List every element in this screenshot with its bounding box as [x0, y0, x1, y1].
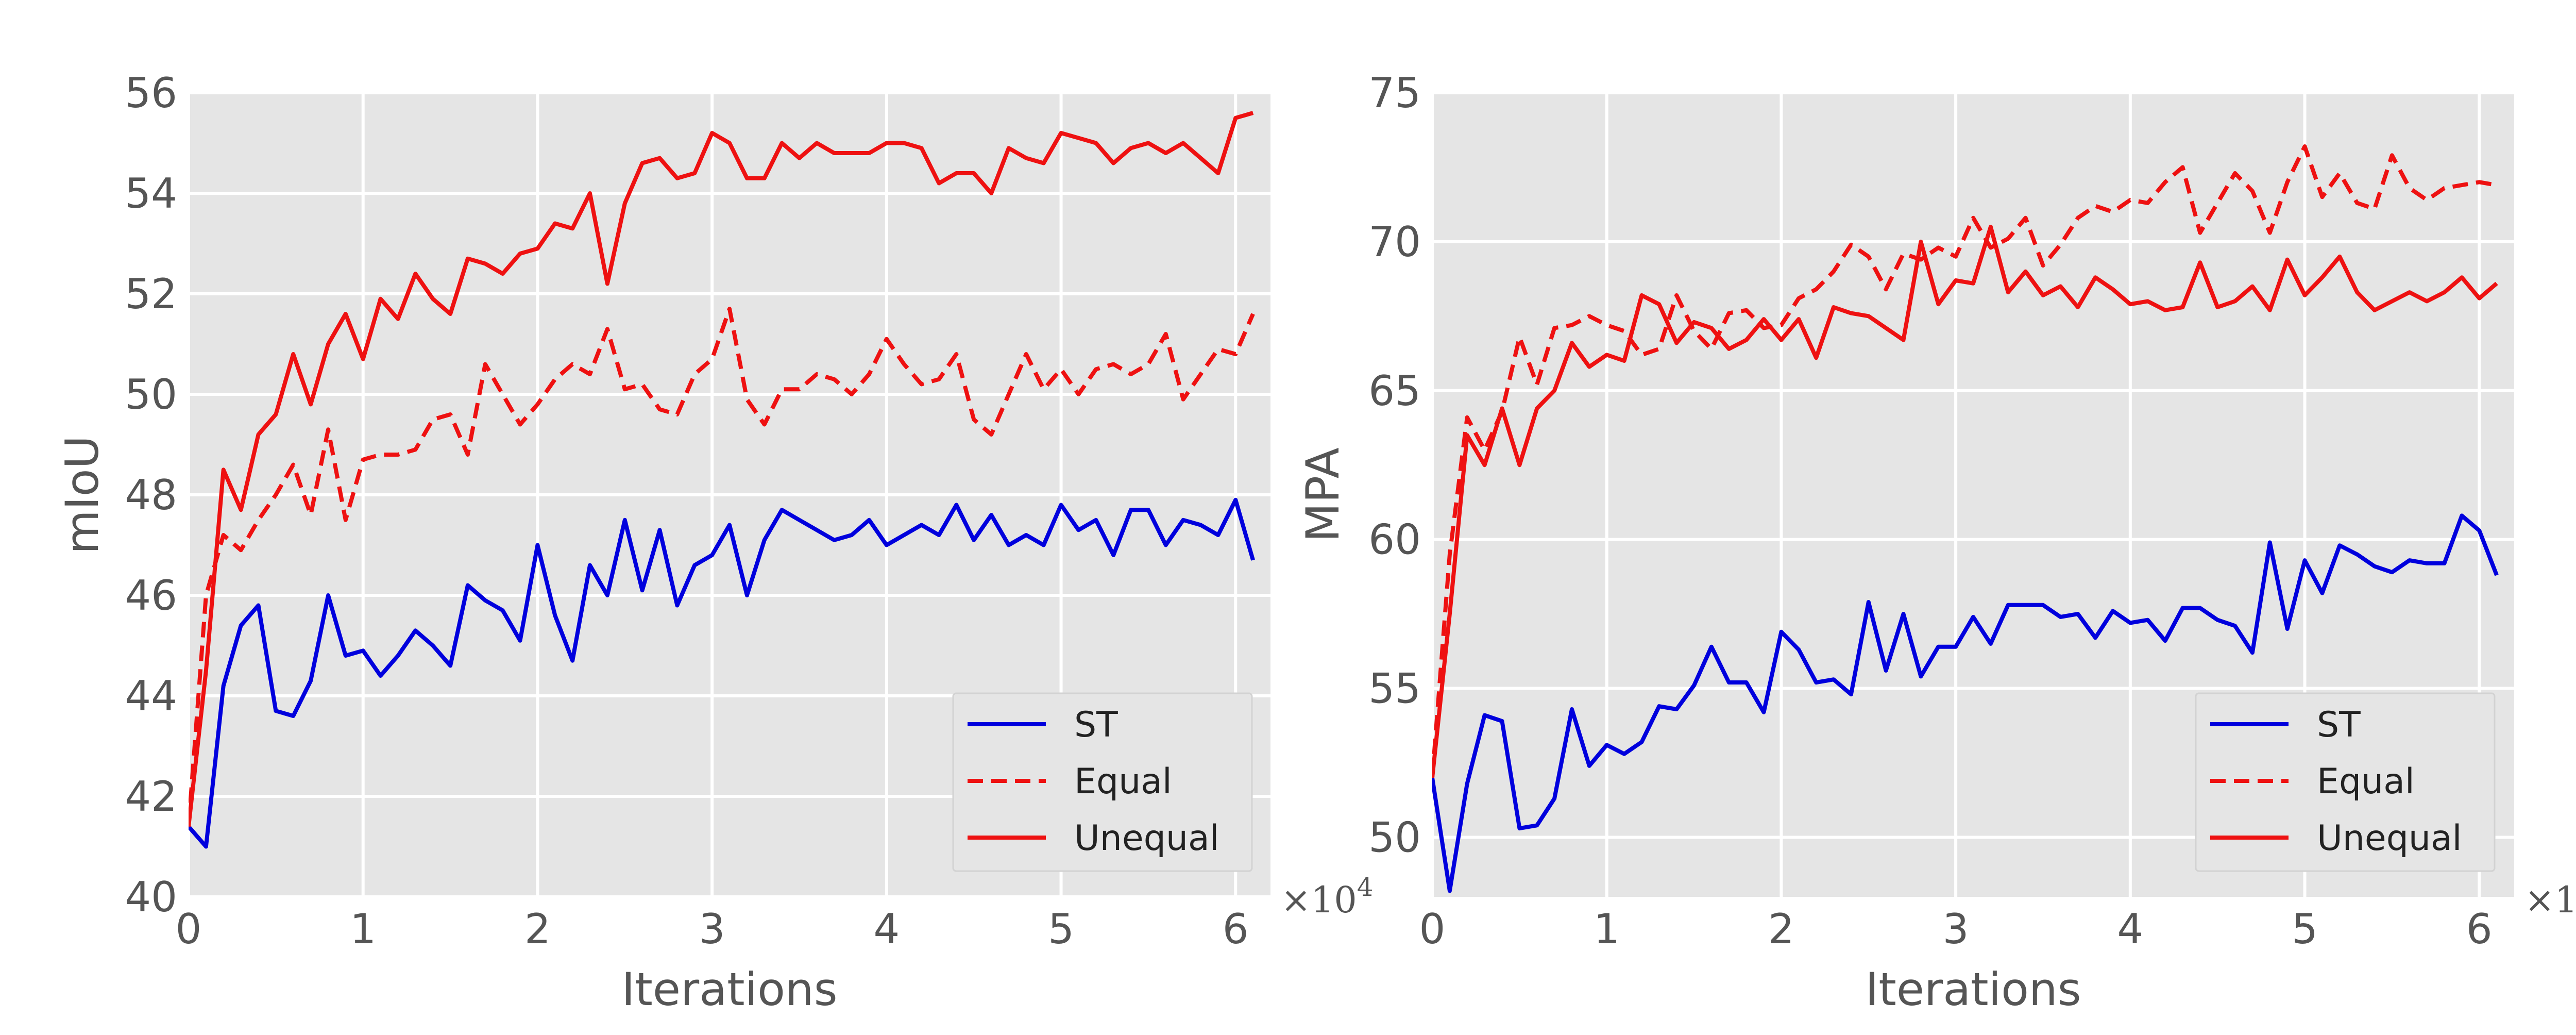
chart-1-series-group [1432, 144, 2499, 893]
chart-1-legend: ST Equal Unequal [2195, 692, 2496, 872]
miou-chart: 0 1 2 3 4 5 6404244464850525456IterationsmIoU×… [56, 69, 1374, 1016]
chart-0-y-axis-label: mIoU [56, 436, 109, 554]
chart-0-legend-label-equal: Equal [1074, 761, 1172, 802]
chart-0-y-tick-label: 50 [125, 371, 177, 419]
chart-1-x-tick-label: 4 [2117, 905, 2143, 953]
chart-0-legend-box [952, 692, 1253, 872]
chart-1-x-axis-label: Iterations [1865, 963, 2081, 1016]
chart-0-series-unequal-line [189, 111, 1254, 827]
chart-0-legend: ST Equal Unequal [952, 692, 1253, 872]
chart-0-y-tick-label: 44 [125, 672, 177, 720]
chart-1-x-multiplier: ×104 [2524, 872, 2576, 921]
chart-0-y-tick-label: 46 [125, 572, 177, 620]
chart-1-legend-label-st: ST [2317, 705, 2361, 745]
chart-1-y-tick-label: 75 [1368, 69, 1421, 117]
chart-0-y-tick-label: 48 [125, 471, 177, 519]
chart-0-legend-label-st: ST [1074, 705, 1118, 745]
chart-1-series-st-line [1432, 513, 2499, 893]
chart-1-y-tick-label: 60 [1368, 516, 1421, 564]
chart-0-x-axis-label: Iterations [621, 963, 837, 1016]
chart-1-x-tick-label: 2 [1768, 905, 1794, 953]
chart-0-series-st-line [189, 497, 1255, 849]
chart-1-y-tick-label: 65 [1368, 367, 1421, 415]
chart-0-y-tick-label: 40 [125, 873, 177, 921]
chart-0-x-tick-label: 4 [873, 905, 900, 953]
chart-1-x-tick-label: 1 [1594, 905, 1620, 953]
chart-0-legend-label-unequal: Unequal [1074, 818, 1219, 859]
chart-1-x-tick-label: 0 [1419, 905, 1446, 953]
chart-0-x-tick-label: 3 [699, 905, 725, 953]
chart-1-x-tick-label: 5 [2292, 905, 2318, 953]
chart-0-x-tick-label: 6 [1223, 905, 1249, 953]
chart-0-y-tick-label: 56 [125, 69, 177, 117]
chart-0-x-tick-label: 5 [1048, 905, 1074, 953]
chart-1-x-tick-label: 6 [2466, 905, 2493, 953]
chart-0-series-equal-line [189, 307, 1255, 827]
chart-0-x-multiplier: ×104 [1281, 872, 1374, 921]
chart-0-series-group [189, 111, 1255, 849]
chart-0-y-tick-label: 52 [125, 270, 177, 318]
chart-0-x-tick-label: 1 [350, 905, 376, 953]
chart-1-y-tick-label: 70 [1368, 218, 1421, 266]
chart-1-y-tick-label: 50 [1368, 813, 1421, 861]
chart-0-y-tick-label: 54 [125, 170, 177, 218]
mpa-chart: 0 1 2 3 4 5 6 50 55 60 65 70 75 Iterations MPA ×104 ST Eq… [1296, 69, 2576, 1016]
chart-1-legend-box [2195, 692, 2496, 872]
chart-1-legend-label-unequal: Unequal [2317, 818, 2462, 859]
chart-1-y-axis-label: MPA [1296, 447, 1349, 542]
chart-0-x-tick-label: 2 [524, 905, 551, 953]
chart-0-y-tick-label: 42 [125, 773, 177, 821]
chart-1-x-tick-label: 3 [1943, 905, 1969, 953]
chart-0-x-tick-label: 0 [176, 905, 202, 953]
chart-1-legend-label-equal: Equal [2317, 761, 2415, 802]
chart-1-series-unequal-line [1432, 225, 2498, 778]
chart-1-y-tick-label: 55 [1368, 665, 1421, 713]
chart-1-series-equal-line [1432, 144, 2497, 778]
